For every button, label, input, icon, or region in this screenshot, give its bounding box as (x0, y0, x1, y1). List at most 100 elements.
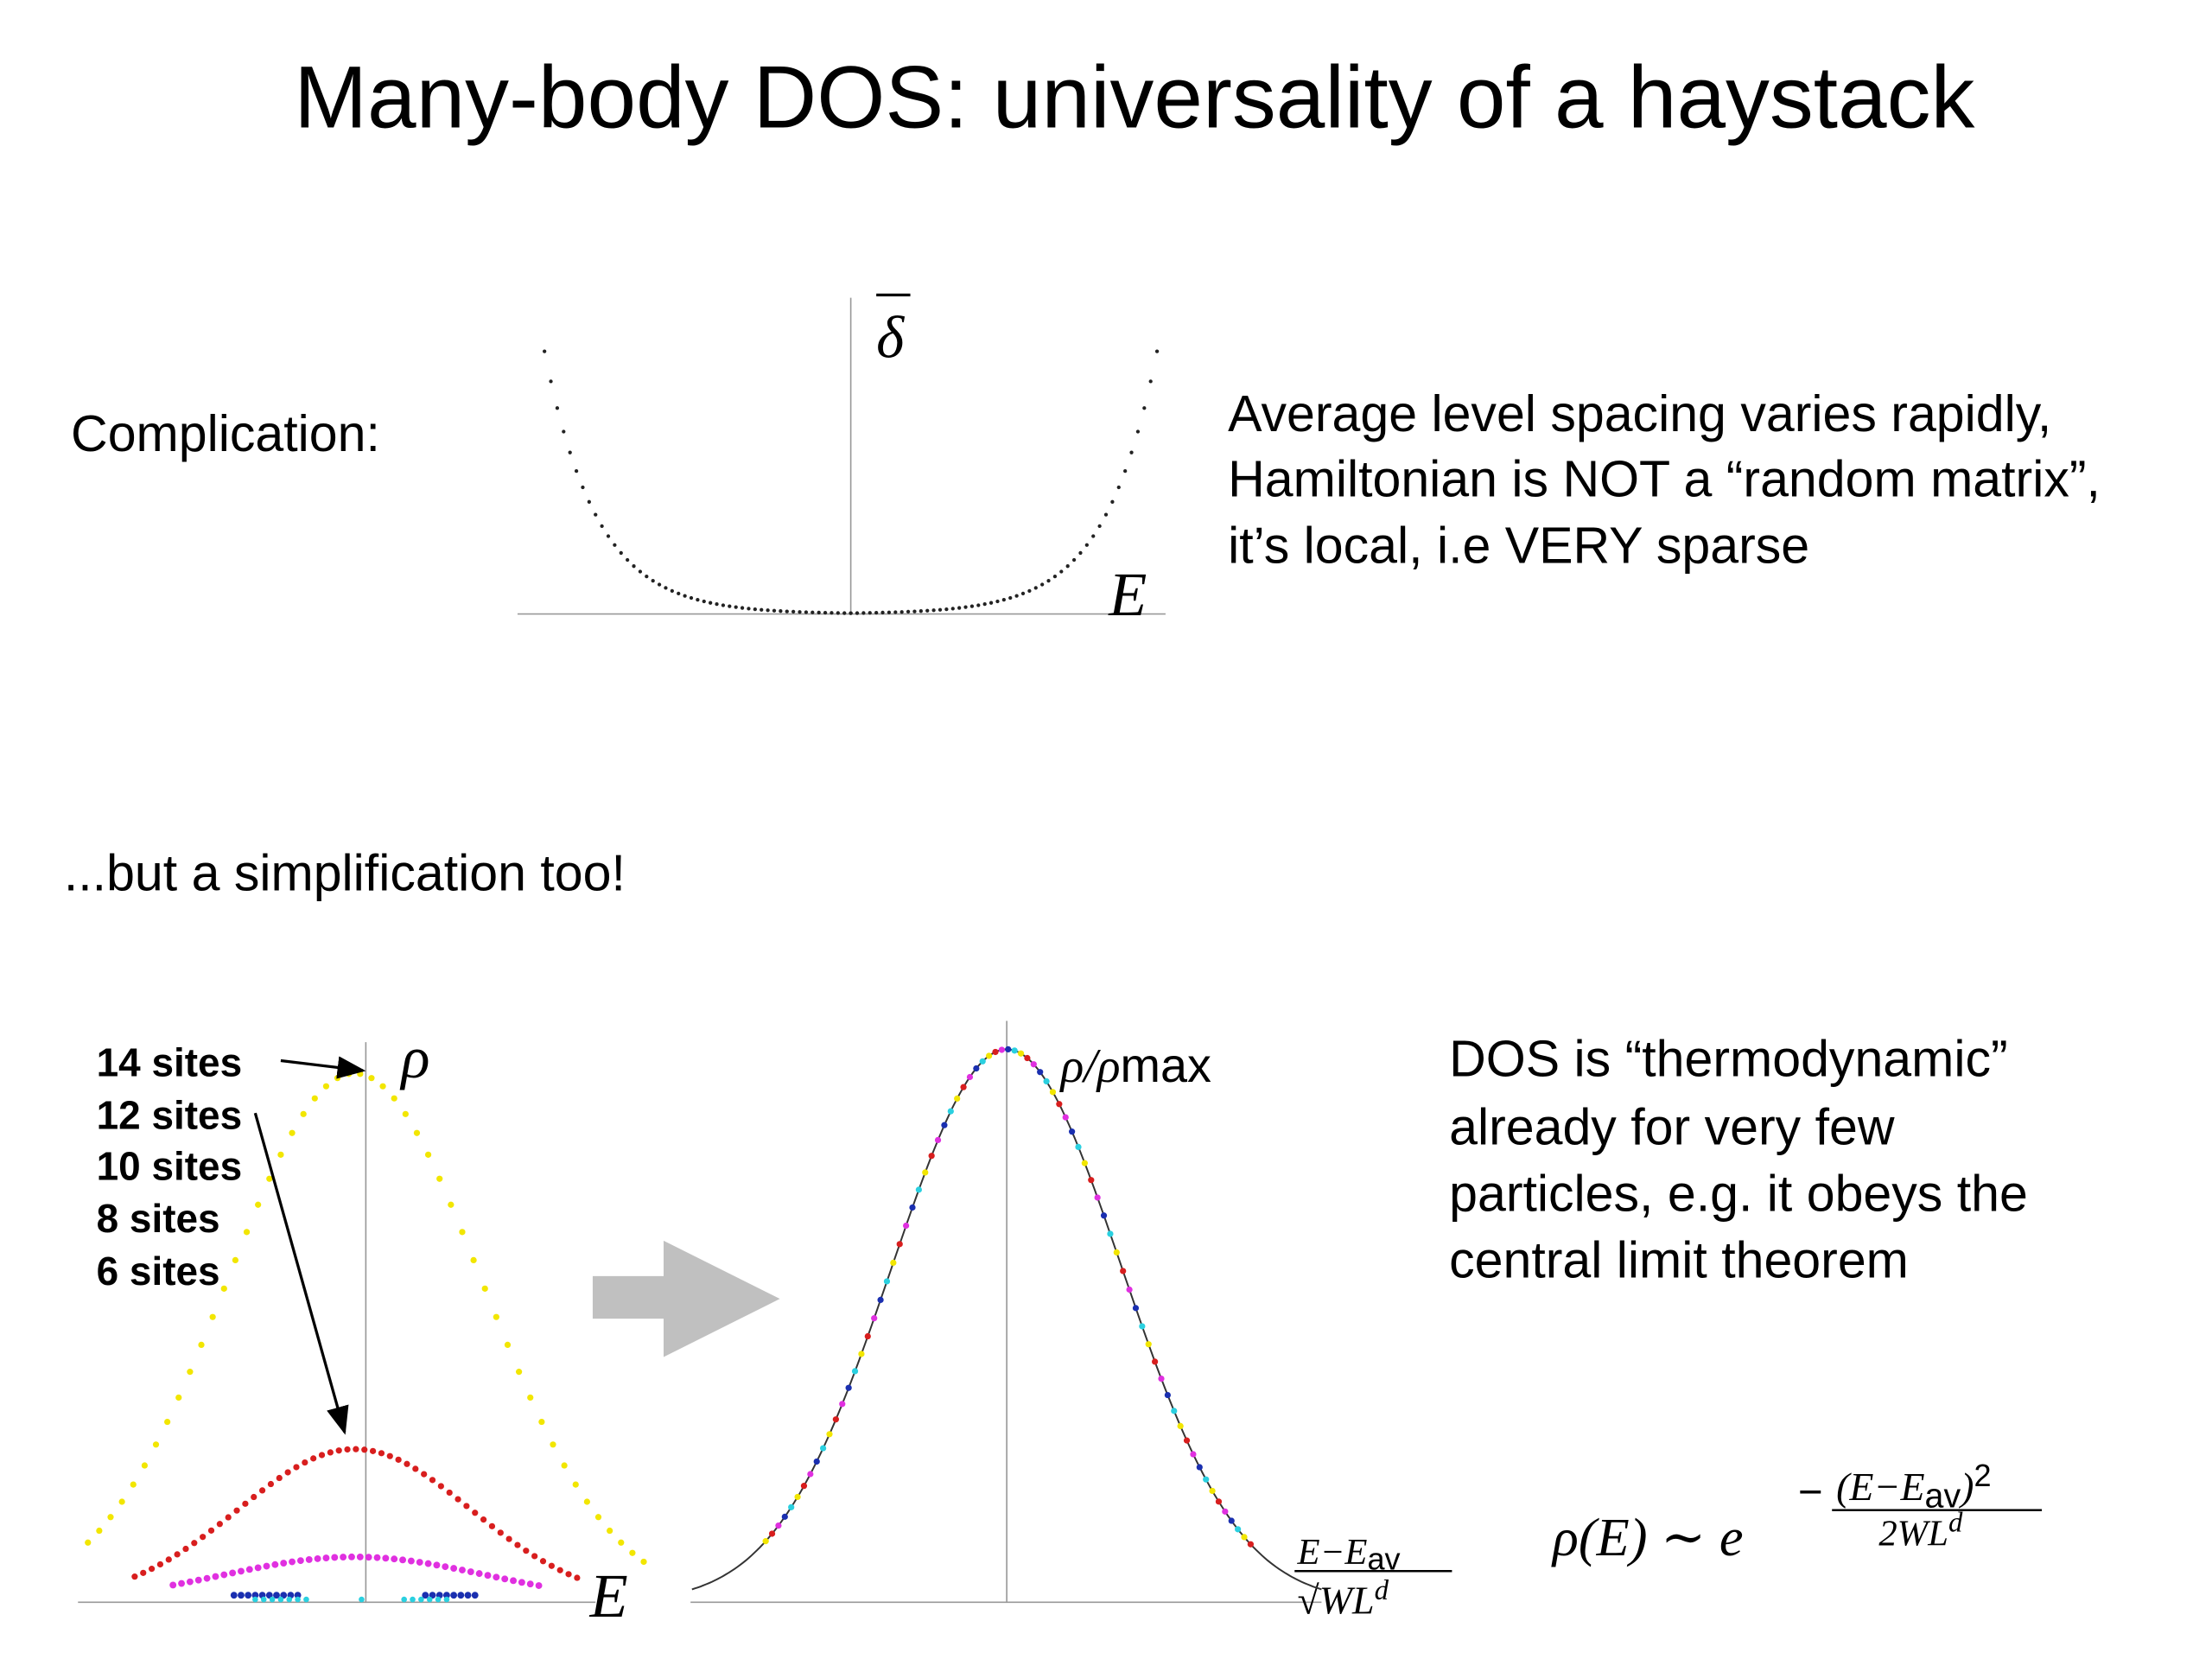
dot (851, 1368, 859, 1375)
dot (823, 610, 828, 615)
dot (200, 1534, 207, 1541)
dot (836, 611, 840, 615)
dot (107, 1514, 114, 1521)
dot (903, 1222, 910, 1230)
dot (140, 1569, 147, 1576)
dot (721, 603, 726, 607)
dot (1164, 1391, 1171, 1399)
dot (1190, 1451, 1197, 1458)
dot (1120, 1268, 1127, 1274)
dot (1110, 499, 1115, 504)
dot (950, 607, 955, 611)
dot (954, 1095, 961, 1103)
dot (734, 605, 738, 609)
dot (229, 1569, 237, 1577)
dot (518, 1579, 525, 1586)
dot (300, 1110, 307, 1117)
dot (915, 1186, 922, 1193)
dot (424, 1151, 432, 1158)
dot (165, 1556, 172, 1563)
dot (1069, 1128, 1076, 1135)
dot (804, 610, 809, 614)
dot (331, 1554, 339, 1561)
dot (934, 1136, 942, 1144)
dot (963, 605, 968, 609)
dot (467, 1568, 474, 1575)
dot (310, 1455, 317, 1462)
dot (986, 1052, 993, 1059)
dot (422, 1592, 429, 1599)
dot (504, 1341, 512, 1349)
dot (600, 524, 604, 528)
dot (871, 1315, 878, 1322)
dot (335, 1447, 342, 1454)
dot (1228, 1517, 1235, 1524)
dot (399, 1556, 406, 1564)
dot (779, 609, 783, 613)
dot (535, 1582, 543, 1589)
text-line: Hamiltonian is NOT a “random matrix”, (1228, 450, 2101, 507)
dot (353, 1446, 359, 1452)
dot (982, 602, 987, 607)
dot (258, 1487, 266, 1494)
dot (186, 1578, 194, 1586)
dot (766, 608, 770, 613)
dot (1241, 1534, 1248, 1541)
dot (798, 610, 802, 614)
dot (709, 601, 713, 605)
dot (407, 1557, 415, 1565)
dot (1094, 1194, 1101, 1201)
dot (346, 1071, 353, 1077)
dot (555, 406, 560, 410)
dot (457, 1592, 465, 1599)
dot (696, 598, 700, 602)
dot (845, 1384, 852, 1391)
dot (187, 1369, 194, 1376)
dot (791, 609, 796, 614)
dot (277, 1151, 284, 1158)
dot (906, 609, 911, 614)
num-sub: av (1925, 1477, 1961, 1515)
formula-base: ρ(E) ∼ e (1551, 1508, 1744, 1567)
num-close: ) (1958, 1465, 1974, 1509)
dot (538, 1418, 545, 1426)
dot (443, 1596, 450, 1603)
dot (269, 1596, 276, 1603)
dot (294, 1592, 302, 1599)
dot (909, 1204, 916, 1211)
dot (998, 1046, 1005, 1053)
dot (481, 1285, 488, 1292)
dot (1154, 349, 1160, 353)
dot (284, 1469, 291, 1476)
dot (516, 1369, 523, 1376)
dot (944, 607, 949, 612)
dot (1011, 1047, 1018, 1054)
dot (293, 1464, 300, 1471)
dot (1100, 1212, 1108, 1219)
arrow (253, 1112, 349, 1435)
dot (472, 1510, 479, 1516)
dot (728, 604, 732, 608)
scaled-dos-plot: ρ/ρmax E−Eav √WLd (690, 1020, 1452, 1622)
dot (960, 1084, 967, 1090)
dot (1158, 1375, 1165, 1382)
dot (842, 611, 847, 615)
dot (251, 1493, 257, 1501)
dot (280, 1560, 288, 1567)
formula: ρ(E) ∼ e − (E−Eav)2 2WLd (1551, 1458, 2043, 1567)
dot (1065, 564, 1070, 569)
dot (868, 611, 872, 615)
text-line: Average level spacing varies rapidly, (1228, 385, 2051, 442)
dot (861, 611, 866, 615)
dot (402, 1110, 409, 1117)
dot (626, 557, 630, 563)
dot (1040, 582, 1045, 587)
x-label-num: E−Eav (1297, 1532, 1401, 1577)
dot (378, 1450, 385, 1457)
formula-num: (E−Eav)2 (1836, 1458, 1991, 1516)
dot (619, 550, 623, 556)
y-label-sub: max (1121, 1038, 1211, 1092)
dot (260, 1596, 267, 1603)
